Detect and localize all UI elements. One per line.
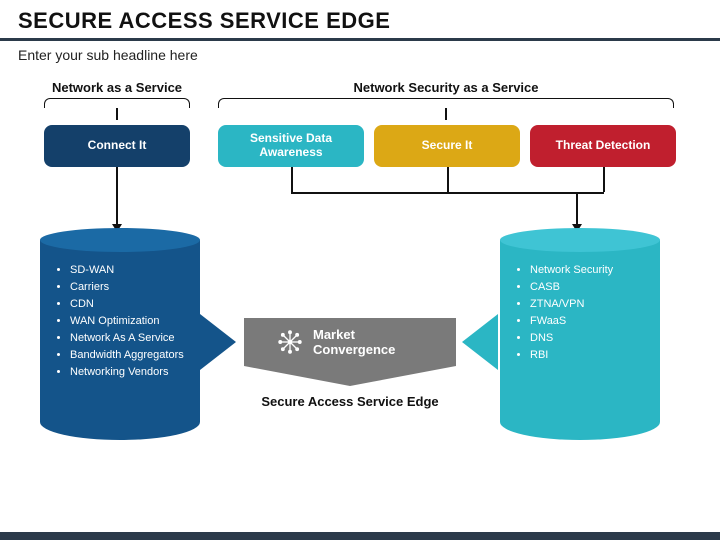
list-item: Carriers xyxy=(70,279,194,296)
list-item: ZTNA/VPN xyxy=(530,296,654,313)
bracket-label-nsaas: Network Security as a Service xyxy=(218,80,674,95)
connector-r3 xyxy=(603,167,605,192)
arrow-from-security xyxy=(462,314,498,370)
cylinder-network: SD-WANCarriersCDNWAN OptimizationNetwork… xyxy=(40,238,200,440)
pill-sensitive-data: Sensitive DataAwareness xyxy=(218,125,364,167)
list-item: Bandwidth Aggregators xyxy=(70,347,194,364)
center-chevron xyxy=(244,366,456,386)
list-item: SD-WAN xyxy=(70,262,194,279)
footer-bar xyxy=(0,532,720,540)
list-item: Network Security xyxy=(530,262,654,279)
list-item: DNS xyxy=(530,330,654,347)
list-item: WAN Optimization xyxy=(70,313,194,330)
connector-r2 xyxy=(447,167,449,192)
bracket-naas xyxy=(44,98,190,108)
bracket-tick-right xyxy=(445,108,447,120)
list-item: Networking Vendors xyxy=(70,364,194,381)
sase-bottom-label: Secure Access Service Edge xyxy=(240,394,460,409)
market-convergence-label: Market Convergence xyxy=(313,327,423,357)
connector-r1 xyxy=(291,167,293,192)
subtitle: Enter your sub headline here xyxy=(0,41,720,63)
connector-r-h xyxy=(291,192,604,194)
list-item: CASB xyxy=(530,279,654,296)
list-item: RBI xyxy=(530,347,654,364)
convergence-icon xyxy=(277,329,303,355)
bracket-label-naas: Network as a Service xyxy=(44,80,190,95)
connector-left-drop xyxy=(116,167,118,224)
page-title: SECURE ACCESS SERVICE EDGE xyxy=(18,8,702,34)
cylinder-network-list: SD-WANCarriersCDNWAN OptimizationNetwork… xyxy=(48,262,194,381)
cylinder-security-list: Network SecurityCASBZTNA/VPNFWaaSDNSRBI xyxy=(508,262,654,364)
title-bar: SECURE ACCESS SERVICE EDGE xyxy=(0,0,720,41)
pill-connect-it: Connect It xyxy=(44,125,190,167)
bracket-nsaas xyxy=(218,98,674,108)
arrow-from-network xyxy=(200,314,236,370)
connector-right-drop xyxy=(576,192,578,224)
bracket-tick-left xyxy=(116,108,118,120)
list-item: CDN xyxy=(70,296,194,313)
market-convergence-block: Market Convergence xyxy=(244,318,456,366)
cylinder-security: Network SecurityCASBZTNA/VPNFWaaSDNSRBI xyxy=(500,238,660,440)
pill-threat-detection: Threat Detection xyxy=(530,125,676,167)
list-item: Network As A Service xyxy=(70,330,194,347)
pill-secure-it: Secure It xyxy=(374,125,520,167)
list-item: FWaaS xyxy=(530,313,654,330)
